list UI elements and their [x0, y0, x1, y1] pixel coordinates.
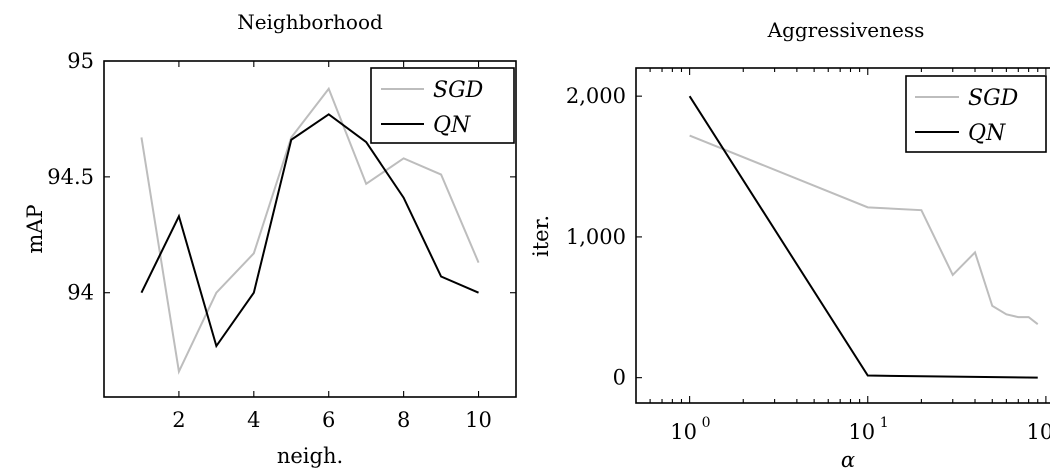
- chart-title: Aggressiveness: [767, 18, 925, 42]
- series-lines: [140, 86, 480, 375]
- x-axis-label: α: [841, 448, 855, 471]
- y-tick-label: 94.5: [47, 165, 94, 189]
- y-axis-ticks: 0 1,000 2,000: [566, 84, 642, 390]
- x-axis-ticks: 2 4 6 8 10: [172, 61, 492, 432]
- x-tick-label: 6: [322, 408, 335, 432]
- series-line-sgd: [140, 86, 480, 375]
- x-tick-label: 10: [465, 408, 492, 432]
- y-tick-label: 95: [67, 49, 94, 73]
- plot-frame: [635, 67, 1050, 404]
- x-tick-exponent: 0: [702, 415, 711, 431]
- legend-box: [370, 67, 515, 144]
- series-line-qn: [140, 113, 479, 349]
- series-lines: [688, 95, 1039, 379]
- y-tick-label: 1,000: [566, 225, 626, 249]
- x-tick-exponent: 1: [880, 415, 889, 431]
- x-tick-label: 4: [247, 408, 260, 432]
- plot-frame: [103, 60, 517, 398]
- y-tick-label: 2,000: [566, 84, 626, 108]
- y-axis-label: iter.: [529, 215, 553, 257]
- x-tick-label: 8: [397, 408, 410, 432]
- series-line-qn: [688, 95, 1038, 379]
- x-tick-label: 2: [172, 408, 185, 432]
- legend-label-qn: QN: [433, 113, 471, 138]
- legend-label-sgd: SGD: [968, 86, 1019, 111]
- x-tick-label: 10: [670, 420, 697, 444]
- y-axis-ticks: 94 94.5 95: [47, 49, 516, 305]
- legend-label-sgd: SGD: [433, 78, 484, 103]
- series-line-sgd: [689, 134, 1039, 325]
- x-axis-label: neigh.: [277, 444, 343, 468]
- y-tick-label: 94: [67, 281, 94, 305]
- y-axis-label: mAP: [23, 204, 47, 253]
- legend: SGD QN: [370, 67, 515, 144]
- x-axis-ticks: 100101102: [649, 68, 1050, 444]
- legend-box: [905, 75, 1047, 153]
- y-tick-label: 0: [613, 366, 626, 390]
- legend: SGD QN: [905, 75, 1047, 153]
- x-tick-label: 10: [848, 420, 875, 444]
- legend-label-qn: QN: [968, 121, 1006, 146]
- x-tick-label: 10: [1027, 420, 1050, 444]
- chart-title: Neighborhood: [237, 10, 383, 34]
